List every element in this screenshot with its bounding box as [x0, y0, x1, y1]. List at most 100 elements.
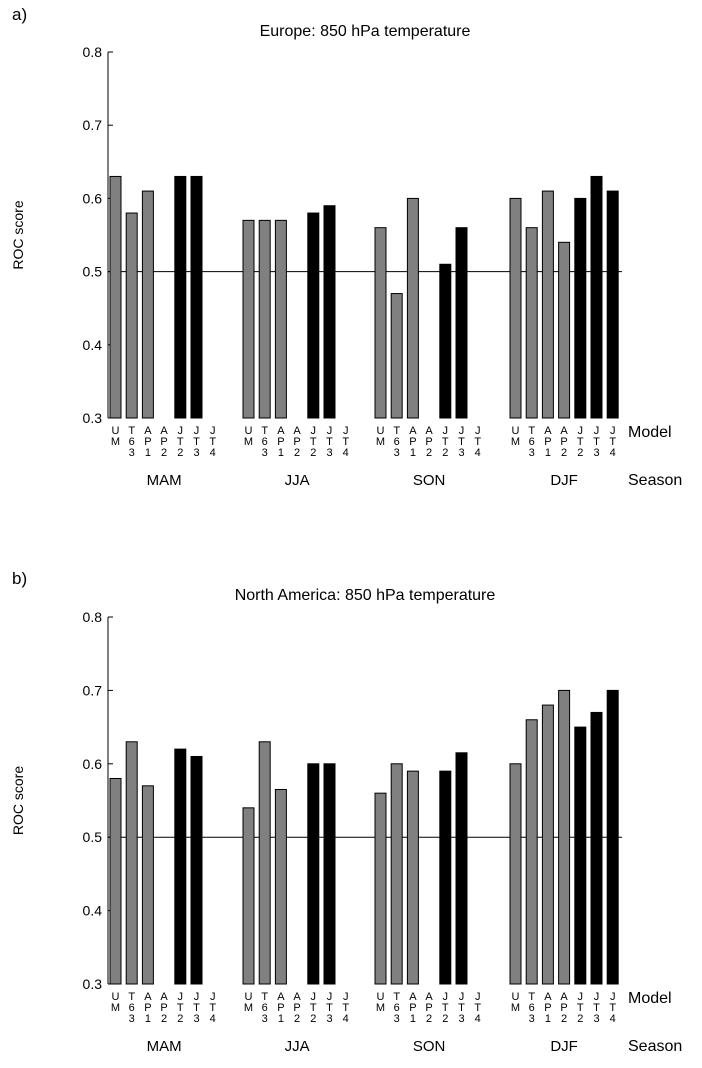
bar-djf-1	[509, 197, 522, 419]
model-label-char: J	[578, 425, 584, 437]
y-tick-label: 0.4	[83, 903, 103, 919]
model-label-char: T	[442, 1002, 449, 1014]
season-label: JJA	[285, 472, 310, 489]
model-label-char: P	[409, 1002, 416, 1014]
model-label-char: 6	[394, 1002, 400, 1014]
model-label-char: A	[277, 991, 285, 1003]
model-label-char: J	[610, 425, 616, 437]
bar-djf-4	[558, 241, 571, 419]
chart-title: North America: 850 hPa temperature	[235, 587, 496, 604]
bar-son-2	[390, 763, 403, 985]
model-label-char: J	[194, 991, 200, 1003]
model-label-char: P	[409, 436, 416, 448]
model-label-char: T	[593, 436, 600, 448]
model-label-char: U	[245, 425, 253, 437]
model-label-char: T	[593, 1002, 600, 1014]
model-label-char: P	[544, 1002, 551, 1014]
season-label: SON	[413, 1038, 446, 1055]
model-label-char: 2	[161, 1013, 167, 1025]
model-label-char: T	[393, 991, 400, 1003]
model-label-char: A	[425, 991, 433, 1003]
model-label-char: M	[244, 1002, 253, 1014]
model-label-char: 4	[343, 447, 349, 459]
model-label-char: P	[277, 1002, 284, 1014]
model-label-char: P	[293, 436, 300, 448]
model-label-char: 6	[262, 1002, 268, 1014]
model-label-char: T	[474, 436, 481, 448]
model-label-char: T	[177, 436, 184, 448]
model-label-char: 1	[145, 447, 151, 459]
y-tick-label: 0.3	[83, 976, 103, 992]
bar-son-1	[374, 792, 387, 985]
model-label-char: 2	[310, 1013, 316, 1025]
y-tick-label: 0.6	[83, 190, 103, 206]
y-axis-label: ROC score	[10, 200, 26, 269]
model-label-char: T	[310, 436, 317, 448]
model-label-char: A	[160, 991, 168, 1003]
model-label-char: J	[594, 425, 600, 437]
bar-djf-6	[590, 711, 603, 985]
model-label-char: J	[210, 425, 216, 437]
model-label-char: P	[425, 436, 432, 448]
model-label-char: 2	[177, 447, 183, 459]
model-label-char: 3	[529, 1013, 535, 1025]
model-label-char: 2	[442, 447, 448, 459]
bar-djf-2	[525, 227, 538, 419]
model-label-char: T	[326, 436, 333, 448]
model-label-char: 2	[294, 1013, 300, 1025]
season-row-label: Season	[628, 472, 682, 489]
model-label-char: T	[342, 1002, 349, 1014]
model-label-char: T	[326, 1002, 333, 1014]
y-tick-label: 0.6	[83, 756, 103, 772]
bar-jja-2	[258, 219, 271, 419]
model-label-char: P	[144, 436, 151, 448]
model-label-char: 2	[561, 447, 567, 459]
bar-jja-3	[274, 219, 287, 419]
model-label-char: 4	[475, 1013, 481, 1025]
model-row-label: Model	[628, 990, 672, 1007]
model-label-char: M	[511, 1002, 520, 1014]
model-label-char: M	[376, 436, 385, 448]
model-label-char: J	[443, 991, 449, 1003]
model-label-char: A	[409, 425, 417, 437]
model-label-char: T	[609, 436, 616, 448]
model-label-char: T	[209, 436, 216, 448]
bar-mam-1	[109, 175, 122, 419]
model-label-char: 1	[410, 1013, 416, 1025]
panel-label: b)	[12, 569, 27, 588]
bar-son-5	[439, 770, 452, 985]
model-label-char: A	[293, 425, 301, 437]
model-label-char: 4	[475, 447, 481, 459]
model-label-char: U	[377, 991, 385, 1003]
bar-djf-6	[590, 175, 603, 419]
model-label-char: A	[293, 991, 301, 1003]
bar-djf-4	[558, 689, 571, 985]
model-label-char: J	[311, 991, 317, 1003]
model-label-char: A	[544, 425, 552, 437]
model-label-char: J	[594, 991, 600, 1003]
bar-mam-3	[141, 190, 154, 419]
bar-son-5	[439, 263, 452, 419]
bar-son-1	[374, 227, 387, 419]
model-label-char: 3	[458, 1013, 464, 1025]
model-row-label: Model	[628, 424, 672, 441]
model-label-char: P	[560, 1002, 567, 1014]
model-label-char: U	[377, 425, 385, 437]
chart-title: Europe: 850 hPa temperature	[260, 23, 471, 40]
model-label-char: U	[512, 991, 520, 1003]
model-label-char: J	[210, 991, 216, 1003]
model-label-char: J	[311, 425, 317, 437]
model-label-char: T	[577, 1002, 584, 1014]
model-label-char: J	[343, 991, 349, 1003]
model-label-char: T	[442, 436, 449, 448]
model-label-char: 2	[177, 1013, 183, 1025]
model-label-char: 3	[262, 447, 268, 459]
model-label-char: T	[458, 1002, 465, 1014]
bar-jja-6	[323, 205, 336, 419]
model-label-char: 3	[529, 447, 535, 459]
model-label-char: T	[528, 425, 535, 437]
model-label-char: 2	[310, 447, 316, 459]
model-label-char: U	[245, 991, 253, 1003]
model-label-char: A	[544, 991, 552, 1003]
model-label-char: 1	[278, 447, 284, 459]
